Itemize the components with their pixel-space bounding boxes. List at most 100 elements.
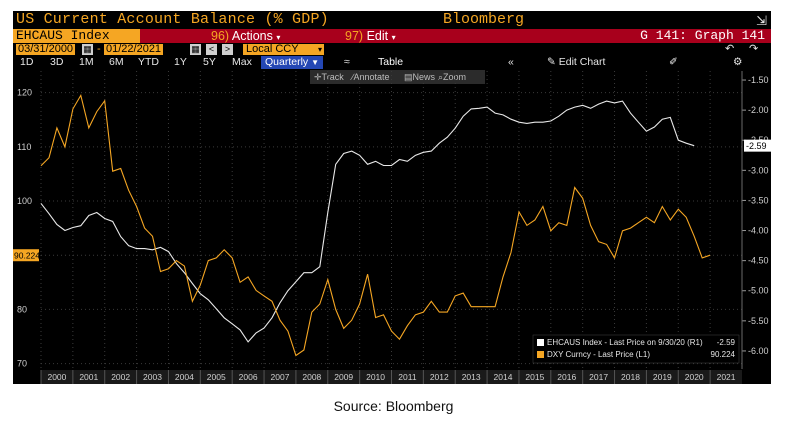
y-right-tick-label: -4.00 <box>748 226 769 236</box>
x-year-label: 2007 <box>271 372 290 382</box>
undo-icon[interactable]: ↶ <box>725 43 735 55</box>
chevron-down-icon: ▼ <box>311 58 320 67</box>
last-value-badge-left <box>13 249 39 262</box>
actions-menu[interactable]: 96) Actions ▾ <box>211 29 280 43</box>
period-6m[interactable]: 6M <box>109 56 124 68</box>
news-tool[interactable]: ▤ News <box>404 72 436 82</box>
edit-number: 97) <box>345 29 364 43</box>
chevron-down-icon: ▾ <box>391 33 396 42</box>
x-year-label: 2015 <box>525 372 544 382</box>
period-max[interactable]: Max <box>232 56 252 68</box>
period-1y[interactable]: 1Y <box>174 56 187 68</box>
edit-chart-button[interactable]: ✎ Edit Chart <box>547 56 605 69</box>
edit-label: Edit <box>366 29 389 43</box>
edit-chart-label: Edit Chart <box>558 56 606 68</box>
chevron-down-icon: ▾ <box>317 45 322 54</box>
period-ytd[interactable]: YTD <box>138 56 159 68</box>
legend-swatch <box>537 339 544 346</box>
ehcaus-series-line <box>40 100 695 343</box>
x-year-label: 2016 <box>557 372 576 382</box>
legend-value: 90.224 <box>711 350 736 359</box>
x-year-label: 2012 <box>430 372 449 382</box>
expand-icon[interactable]: ⇲ <box>756 13 767 28</box>
chart-tools: ✛ Track ∕ Annotate ▤ News ⌕ Zoom <box>310 70 485 84</box>
legend-box <box>532 334 740 364</box>
y-left-tick-label: 110 <box>17 142 31 152</box>
annotate-tool[interactable]: ∕ Annotate <box>352 72 390 82</box>
annotate-pencil-icon[interactable]: ✐ <box>669 56 678 68</box>
legend-label: DXY Curncy - Last Price (L1) <box>547 350 650 359</box>
y-right-tick-label: -1.50 <box>748 75 769 85</box>
y-right-tick-label: -2.00 <box>748 105 769 115</box>
line-chart: 708090100110120-1.50-2.00-2.50-3.00-3.50… <box>13 71 771 384</box>
brand-label: Bloomberg <box>443 11 525 28</box>
y-left-tick-label: 100 <box>17 196 32 206</box>
x-year-label: 2000 <box>47 372 66 382</box>
x-year-label: 2005 <box>207 372 226 382</box>
currency-select[interactable]: Local CCY ▾ <box>243 44 324 55</box>
y-left-tick-label: 120 <box>17 88 32 98</box>
period-5y[interactable]: 5Y <box>203 56 216 68</box>
date-dash: - <box>97 43 101 55</box>
source-caption: Source: Bloomberg <box>333 398 454 414</box>
x-year-label: 2006 <box>239 372 258 382</box>
x-year-label: 2017 <box>589 372 608 382</box>
period-1m[interactable]: 1M <box>79 56 94 68</box>
calendar-icon[interactable]: ▦ <box>82 44 93 55</box>
legend-value: -2.59 <box>717 338 736 347</box>
legend-swatch <box>537 351 544 358</box>
y-left-tick-label: 80 <box>17 304 27 314</box>
pencil-icon: ✎ <box>547 56 556 68</box>
next-period-button[interactable]: > <box>222 44 233 55</box>
last-value-text-left: 90.224 <box>14 251 40 261</box>
x-year-label: 2009 <box>334 372 353 382</box>
x-year-label: 2001 <box>79 372 98 382</box>
period-1d[interactable]: 1D <box>20 56 34 68</box>
x-year-label: 2002 <box>111 372 130 382</box>
x-year-label: 2008 <box>302 372 321 382</box>
collapse-icon[interactable]: « <box>508 56 514 68</box>
start-date-field[interactable]: 03/31/2000 <box>16 43 76 55</box>
y-right-tick-label: -3.00 <box>748 165 769 175</box>
date-range-bar: 03/31/2000 ▦ - 01/22/2021 ▦ < > Local CC… <box>13 43 771 56</box>
security-field[interactable]: EHCAUS Index <box>13 29 140 43</box>
currency-label: Local CCY <box>246 43 299 55</box>
legend-label: EHCAUS Index - Last Price on 9/30/20 (R1… <box>547 338 703 347</box>
actions-label: Actions <box>231 29 273 43</box>
end-date-field[interactable]: 01/22/2021 <box>104 43 164 55</box>
dxy-series-line <box>40 93 711 357</box>
y-right-tick-label: -5.50 <box>748 316 769 326</box>
y-right-tick-label: -6.00 <box>748 346 769 356</box>
bloomberg-terminal: US Current Account Balance (% GDP) Bloom… <box>13 11 771 384</box>
x-year-label: 2019 <box>653 372 672 382</box>
actions-number: 96) <box>211 29 230 43</box>
calendar-icon[interactable]: ▦ <box>190 44 201 55</box>
zoom-label: Zoom <box>443 72 467 82</box>
line-chart-icon[interactable]: ≈ <box>344 56 350 68</box>
table-button[interactable]: Table <box>378 56 404 68</box>
title-bar: US Current Account Balance (% GDP) Bloom… <box>13 11 771 29</box>
period-3d[interactable]: 3D <box>50 56 64 68</box>
x-year-label: 2014 <box>494 372 513 382</box>
x-year-label: 2020 <box>685 372 704 382</box>
last-value-badge-right <box>744 139 771 152</box>
annotate-label: Annotate <box>353 72 390 82</box>
track-tool[interactable]: ✛ Track <box>314 72 344 82</box>
prev-period-button[interactable]: < <box>206 44 217 55</box>
x-year-label: 2011 <box>398 372 417 382</box>
gear-icon[interactable]: ⚙ <box>733 56 743 68</box>
page-title: US Current Account Balance (% GDP) <box>16 11 329 28</box>
command-toolbar: EHCAUS Index 96) Actions ▾ 97) Edit ▾ G … <box>13 29 771 43</box>
frequency-select[interactable]: Quarterly ▼ <box>261 56 324 69</box>
period-bar: 1D 3D 1M 6M YTD 1Y 5Y Max Quarterly ▼ ≈ … <box>13 56 771 69</box>
graph-id: G 141: Graph 141 <box>640 28 765 43</box>
news-label: News <box>412 72 436 82</box>
zoom-tool[interactable]: ⌕ Zoom <box>438 72 467 82</box>
track-label: Track <box>321 72 344 82</box>
x-year-label: 2004 <box>175 372 194 382</box>
y-right-tick-label: -4.50 <box>748 256 769 266</box>
edit-menu[interactable]: 97) Edit ▾ <box>345 29 396 43</box>
redo-icon[interactable]: ↷ <box>749 43 759 55</box>
y-right-tick-label: -5.00 <box>748 286 769 296</box>
x-year-label: 2010 <box>366 372 385 382</box>
